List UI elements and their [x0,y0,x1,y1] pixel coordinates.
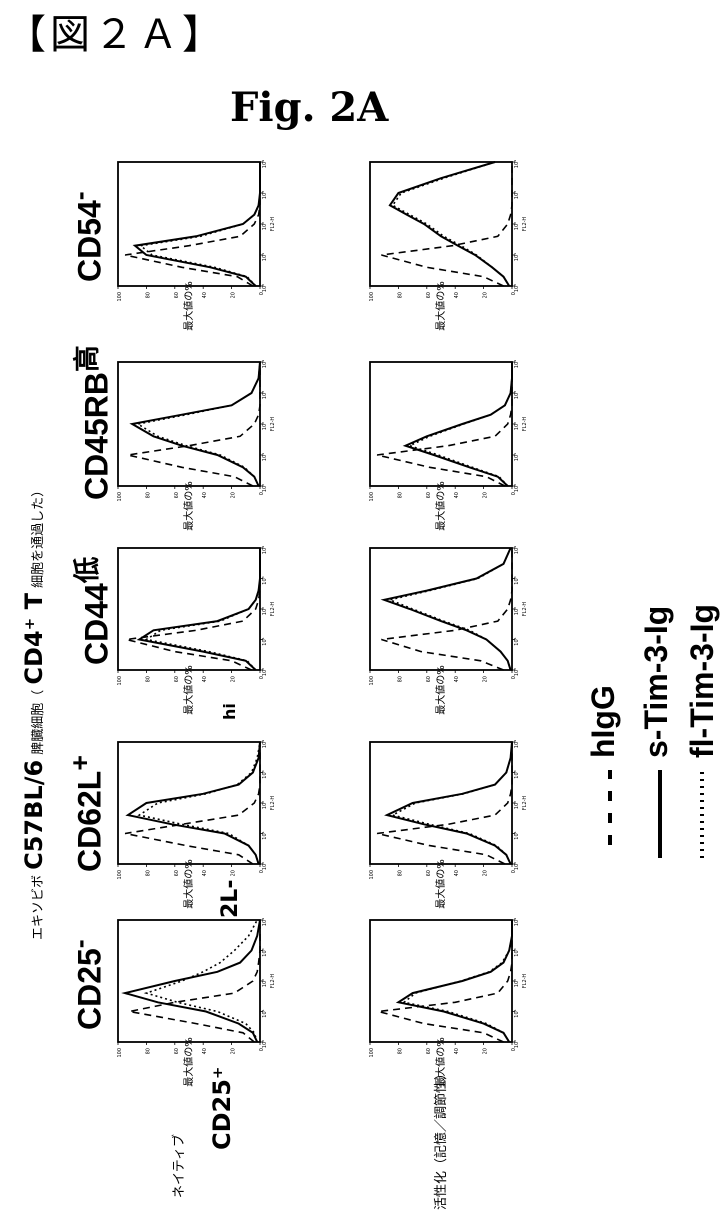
legend-label-s-tim3: s-Tim-3-Ig [638,606,675,758]
legend-label-fl-tim3: fl-Tim-3-Ig [684,604,721,758]
legend-label-hIgG: hIgG [585,685,622,758]
